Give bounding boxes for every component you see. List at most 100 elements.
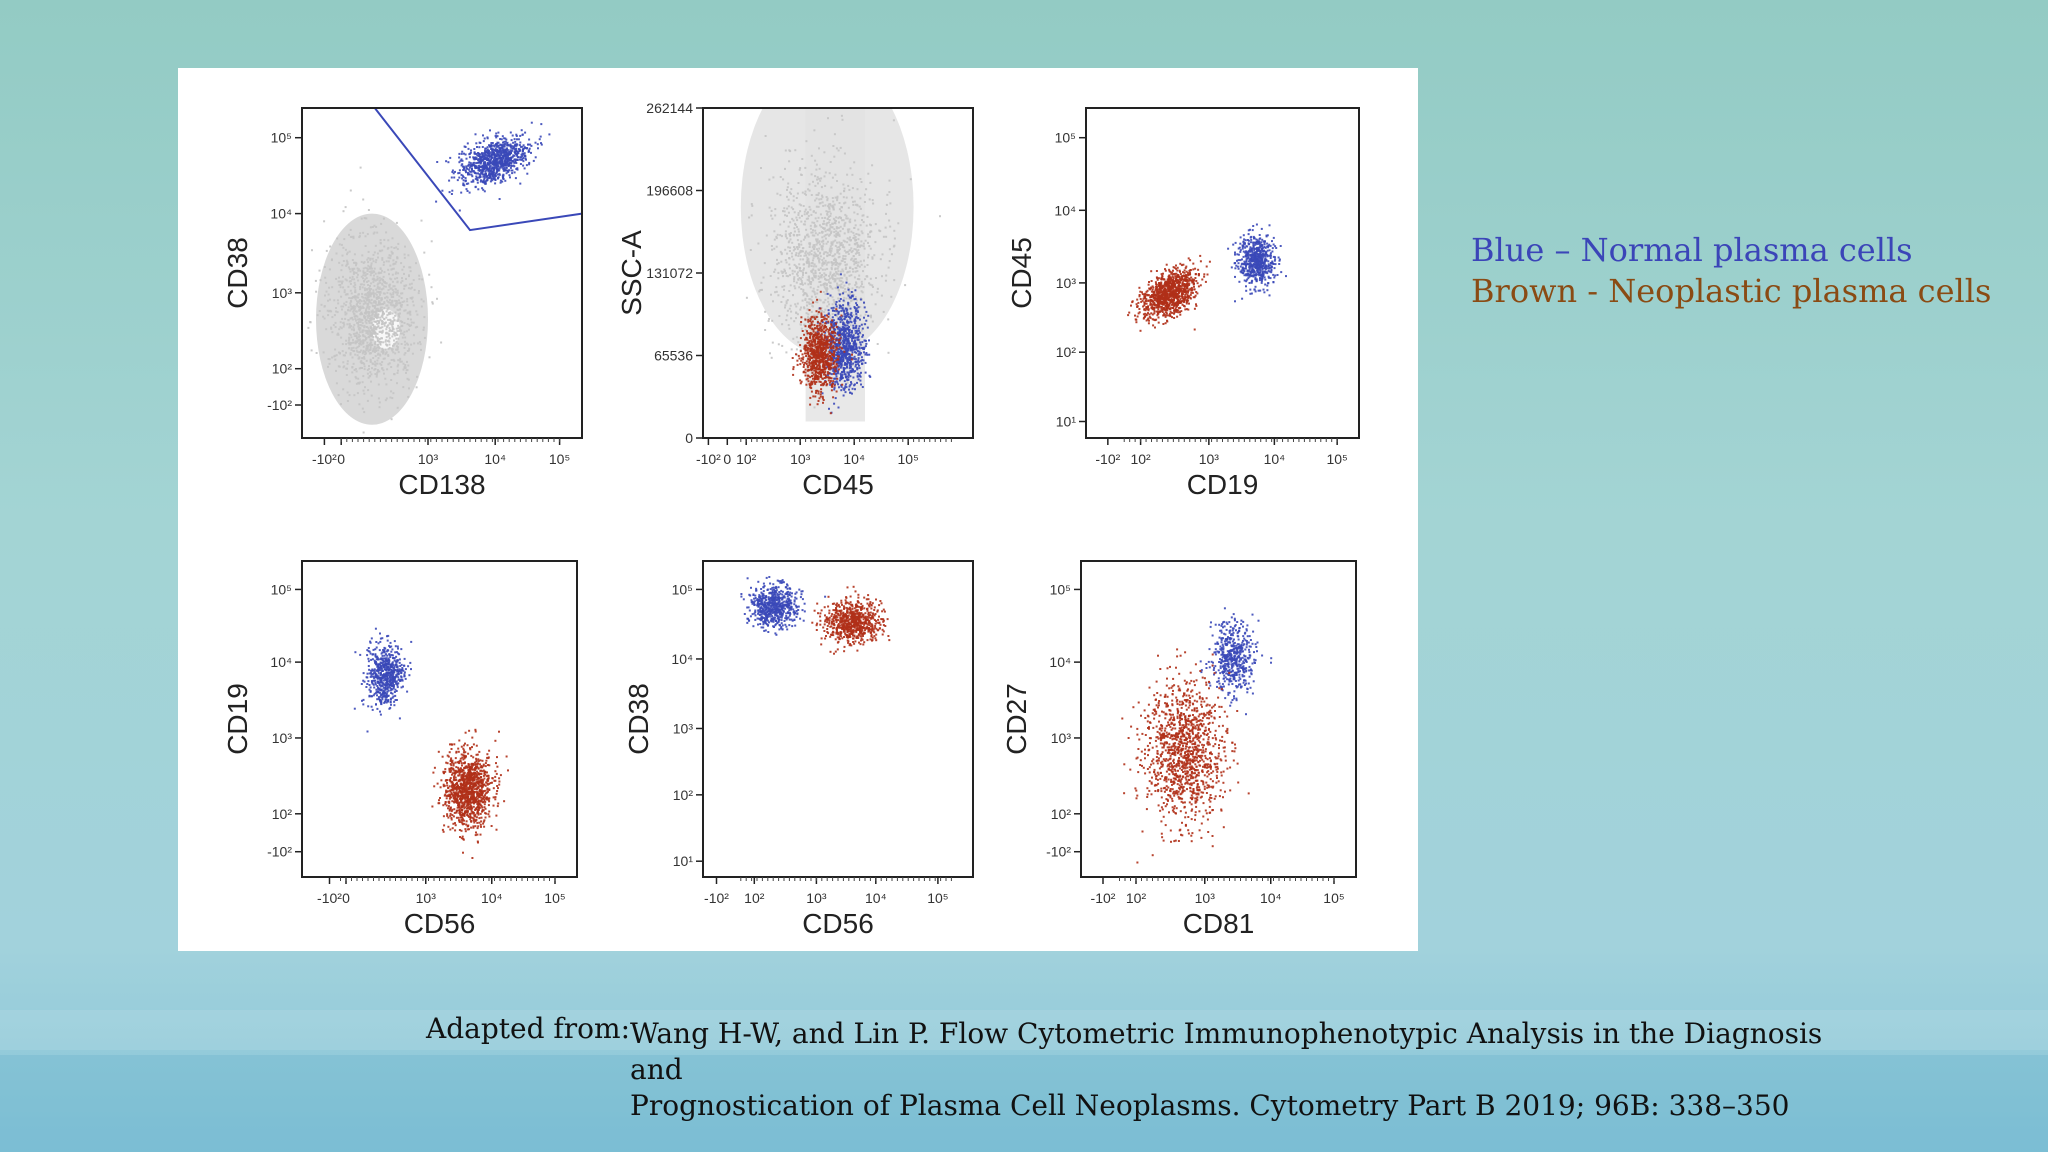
data-point — [813, 406, 816, 409]
data-point — [407, 311, 410, 314]
data-point — [814, 293, 817, 296]
data-point — [520, 153, 523, 156]
data-point — [384, 353, 387, 356]
data-point — [381, 269, 383, 272]
data-point — [831, 176, 834, 179]
data-point — [359, 283, 362, 286]
data-point — [854, 320, 857, 323]
data-point — [836, 241, 839, 244]
data-point — [352, 309, 355, 312]
data-point — [807, 313, 810, 316]
data-point — [844, 383, 847, 386]
data-point — [479, 158, 482, 161]
data-point — [825, 274, 828, 277]
data-point — [365, 349, 368, 352]
data-point — [848, 238, 851, 241]
data-point — [354, 291, 357, 294]
data-point — [482, 181, 485, 184]
data-point — [819, 290, 822, 293]
data-point — [373, 325, 375, 328]
data-point — [371, 312, 374, 315]
data-point — [843, 232, 846, 235]
data-point — [345, 351, 347, 354]
data-point — [824, 216, 826, 219]
data-point — [806, 278, 809, 281]
data-point — [842, 286, 845, 289]
data-point — [860, 359, 863, 362]
data-point — [462, 165, 465, 168]
data-point — [847, 353, 850, 355]
data-point — [493, 152, 496, 155]
data-point — [760, 281, 763, 284]
data-point — [855, 330, 858, 333]
data-point — [363, 283, 366, 286]
data-point — [359, 308, 361, 311]
data-point — [341, 343, 344, 346]
data-point — [368, 335, 371, 338]
data-point — [428, 356, 431, 359]
data-point — [769, 275, 772, 277]
data-point — [509, 149, 512, 152]
data-point — [522, 152, 525, 155]
data-point — [381, 326, 384, 329]
data-point — [871, 256, 874, 259]
data-point — [409, 318, 412, 321]
data-point — [345, 279, 348, 282]
background-band-upper — [0, 1010, 2048, 1050]
data-point — [822, 204, 825, 207]
data-point — [359, 288, 362, 291]
data-point — [373, 278, 376, 281]
data-point — [376, 309, 379, 312]
data-point — [858, 367, 861, 370]
data-point — [489, 164, 492, 167]
data-point — [826, 292, 829, 295]
data-point — [860, 347, 863, 349]
data-point — [495, 162, 498, 164]
data-point — [346, 323, 349, 326]
data-point — [402, 362, 405, 365]
data-point — [784, 259, 787, 262]
data-point — [355, 315, 358, 318]
data-point — [408, 347, 411, 350]
data-point — [860, 329, 863, 332]
data-point — [381, 257, 384, 260]
data-point — [468, 170, 471, 173]
data-point — [376, 343, 379, 346]
data-point — [790, 310, 793, 313]
data-point — [387, 332, 390, 335]
data-point — [857, 353, 860, 356]
data-point — [810, 154, 813, 157]
data-point — [791, 217, 794, 220]
data-point — [852, 200, 854, 203]
data-point — [370, 332, 373, 334]
data-point — [827, 300, 830, 303]
data-point — [465, 171, 467, 174]
data-point — [890, 253, 893, 256]
data-point — [844, 357, 847, 360]
data-point — [395, 291, 398, 294]
data-point — [486, 177, 489, 180]
data-point — [406, 350, 409, 352]
data-point — [484, 173, 487, 175]
data-point — [519, 145, 522, 148]
data-point — [371, 323, 374, 326]
data-point — [855, 307, 858, 310]
data-point — [843, 370, 845, 373]
data-point — [809, 326, 812, 329]
data-point — [871, 164, 874, 167]
data-point — [503, 153, 506, 156]
data-point — [484, 170, 487, 173]
data-point — [789, 235, 792, 238]
data-point — [374, 302, 377, 305]
data-point — [785, 351, 788, 354]
data-point — [799, 210, 802, 213]
data-point — [822, 291, 825, 293]
data-point — [356, 322, 359, 325]
data-point — [824, 259, 827, 262]
data-point — [371, 329, 374, 331]
data-point — [836, 377, 839, 380]
data-point — [362, 270, 365, 273]
data-point — [861, 362, 864, 365]
data-point — [822, 401, 824, 404]
data-point — [367, 389, 370, 392]
